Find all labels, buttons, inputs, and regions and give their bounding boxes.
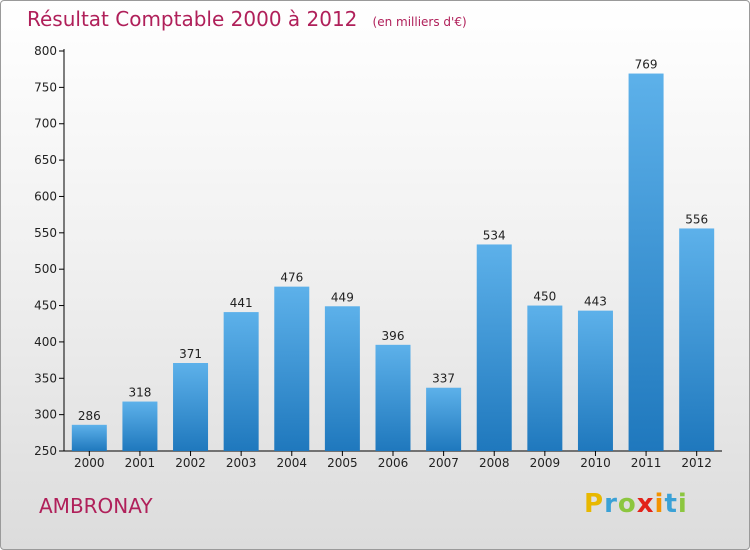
y-tick-label: 250 <box>34 444 57 458</box>
bar-value-label: 476 <box>280 271 303 285</box>
bar-value-label: 769 <box>635 58 658 72</box>
bar-value-label: 534 <box>483 228 506 242</box>
bar <box>122 401 158 451</box>
bar <box>173 363 209 451</box>
bar-value-label: 443 <box>584 295 607 309</box>
x-tick-label: 2003 <box>226 456 257 470</box>
bar-value-label: 556 <box>685 212 708 226</box>
x-tick-label: 2010 <box>580 456 611 470</box>
bar <box>628 73 664 451</box>
bar <box>375 344 411 451</box>
bar <box>71 424 107 451</box>
bar-value-label: 371 <box>179 347 202 361</box>
bar <box>577 310 613 451</box>
y-tick-label: 550 <box>34 226 57 240</box>
bar <box>223 312 259 451</box>
y-tick-label: 300 <box>34 408 57 422</box>
x-tick-label: 2006 <box>378 456 409 470</box>
bar <box>324 306 360 451</box>
x-tick-label: 2009 <box>530 456 561 470</box>
logo-letter: i <box>654 489 665 519</box>
y-tick-label: 750 <box>34 80 57 94</box>
bars: 286 318 371 441 476 449 396 337 534 450 443 769 556 <box>71 58 715 451</box>
y-tick-label: 800 <box>34 44 57 58</box>
bar-value-label: 441 <box>230 296 253 310</box>
y-tick-label: 400 <box>34 335 57 349</box>
x-tick-label: 2004 <box>276 456 307 470</box>
y-tick-label: 350 <box>34 371 57 385</box>
x-tick-label: 2008 <box>479 456 510 470</box>
bar-value-label: 449 <box>331 290 354 304</box>
y-tick-label: 600 <box>34 189 57 203</box>
x-tick-label: 2007 <box>428 456 459 470</box>
bar-value-label: 337 <box>432 372 455 386</box>
proxiti-logo: Proxiti <box>584 489 688 519</box>
logo-letter: r <box>604 489 618 519</box>
y-tick-label: 700 <box>34 117 57 131</box>
bar-value-label: 318 <box>128 386 151 400</box>
logo-letter: i <box>677 489 688 519</box>
bar <box>476 244 512 451</box>
x-tick-label: 2002 <box>175 456 206 470</box>
x-ticks: 2000 2001 2002 2003 2004 2005 2006 2007 2008 2009… <box>74 451 712 470</box>
x-tick-label: 2005 <box>327 456 358 470</box>
bar-value-label: 286 <box>78 409 101 423</box>
bar <box>274 286 310 451</box>
y-ticks: 250 300 350 400 450 500 550 600 650 700 750 800 <box>34 44 64 458</box>
logo-letter: x <box>636 489 655 519</box>
bar <box>426 387 462 451</box>
x-tick-label: 2012 <box>681 456 712 470</box>
x-tick-label: 2001 <box>125 456 156 470</box>
bar <box>527 305 563 451</box>
logo-letter: o <box>617 489 637 519</box>
title-row: Résultat Comptable 2000 à 2012 (en milli… <box>27 7 467 31</box>
logo-letter: t <box>664 489 678 519</box>
y-tick-label: 650 <box>34 153 57 167</box>
y-tick-label: 450 <box>34 299 57 313</box>
chart-title: Résultat Comptable 2000 à 2012 <box>27 7 358 31</box>
chart-unit: (en milliers d'€) <box>372 15 467 29</box>
logo-letter: P <box>584 489 605 519</box>
x-tick-label: 2000 <box>74 456 105 470</box>
bar <box>679 228 715 451</box>
bar-value-label: 450 <box>533 290 556 304</box>
x-tick-label: 2011 <box>631 456 662 470</box>
y-tick-label: 500 <box>34 262 57 276</box>
town-name: AMBRONAY <box>39 494 153 518</box>
bar-value-label: 396 <box>382 329 405 343</box>
